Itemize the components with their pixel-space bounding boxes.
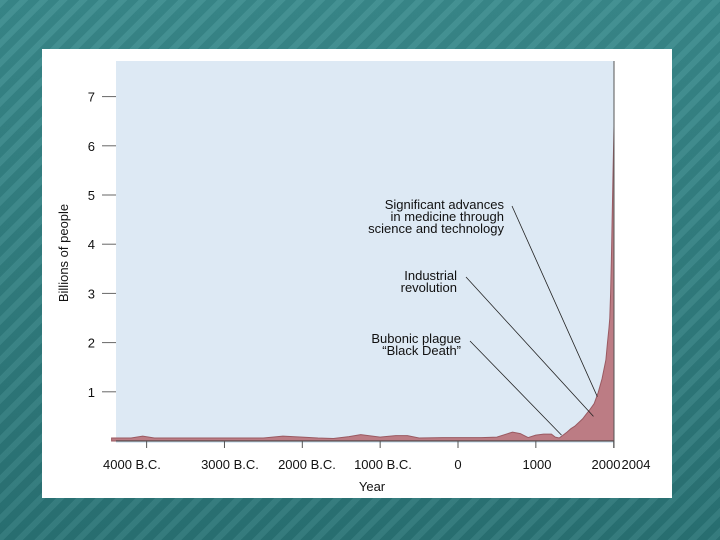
x-tick-label: 2000 B.C.	[278, 457, 336, 472]
annotation-leader-line	[469, 340, 562, 436]
y-tick-label: 3	[88, 286, 95, 301]
x-tick-label: 1000 B.C.	[354, 457, 412, 472]
y-tick-label: 6	[88, 139, 95, 154]
y-axis-title: Billions of people	[56, 204, 71, 302]
annotation-leader-line	[511, 205, 598, 397]
area-layer	[111, 126, 615, 442]
y-tick-label: 2	[88, 336, 95, 351]
x-tick-label: 3000 B.C.	[201, 457, 259, 472]
annotation-label: “Black Death”	[382, 343, 461, 358]
y-tick-label: 1	[88, 385, 95, 400]
annotation-label: Significant advances	[385, 197, 505, 212]
population-area	[111, 126, 615, 442]
y-tick-label: 7	[88, 90, 95, 105]
x-tick-label: 2000	[592, 457, 621, 472]
x-tick-label: 1000	[523, 457, 552, 472]
y-tick-label: 5	[88, 188, 95, 203]
x-tick-label: 0	[454, 457, 461, 472]
annotation-label: science and technology	[368, 221, 504, 236]
annotation-label: in medicine through	[391, 209, 504, 224]
x-tick-label: 4000 B.C.	[103, 457, 161, 472]
y-tick-label: 4	[88, 237, 95, 252]
annotation-label: revolution	[401, 280, 457, 295]
plot-area	[116, 61, 614, 443]
x-axis-title: Year	[359, 479, 386, 494]
annotation-label: Bubonic plague	[371, 331, 461, 346]
annotation-leader-line	[465, 276, 594, 417]
x-tick-label: 2004	[622, 457, 651, 472]
axes-layer: 1 2 3 4 5 6 7 4000 B.C. 3000 B.C. 2000 B.C. 1000 B…	[88, 61, 651, 472]
annotation-label: Industrial	[404, 268, 457, 283]
